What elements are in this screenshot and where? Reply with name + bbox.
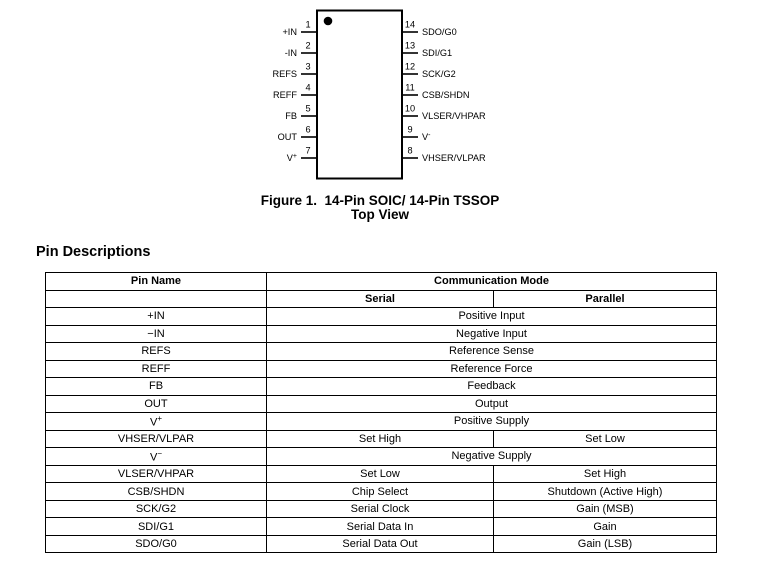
svg-text:13: 13 <box>405 41 415 51</box>
svg-text:SCK/G2: SCK/G2 <box>422 69 456 79</box>
svg-text:6: 6 <box>305 125 310 135</box>
svg-text:9: 9 <box>407 125 412 135</box>
svg-text:CSB/SHDN: CSB/SHDN <box>422 90 469 100</box>
svg-text:10: 10 <box>405 104 415 114</box>
svg-text:12: 12 <box>405 62 415 72</box>
svg-text:VHSER/VLPAR: VHSER/VLPAR <box>422 153 486 163</box>
svg-text:1: 1 <box>305 20 310 30</box>
svg-text:SDI/G1: SDI/G1 <box>422 48 452 58</box>
svg-text:8: 8 <box>407 146 412 156</box>
svg-text:7: 7 <box>305 146 310 156</box>
svg-text:2: 2 <box>305 41 310 51</box>
svg-text:3: 3 <box>305 62 310 72</box>
svg-text:REFS: REFS <box>272 69 297 79</box>
svg-text:+IN: +IN <box>282 27 297 37</box>
svg-text:5: 5 <box>305 104 310 114</box>
svg-text:SDO/G0: SDO/G0 <box>422 27 457 37</box>
svg-text:VLSER/VHPAR: VLSER/VHPAR <box>422 111 486 121</box>
svg-text:REFF: REFF <box>273 90 297 100</box>
svg-text:14: 14 <box>405 20 415 30</box>
svg-text:V+: V+ <box>287 153 297 164</box>
svg-text:V-: V- <box>422 132 431 143</box>
svg-text:11: 11 <box>405 83 415 93</box>
svg-text:OUT: OUT <box>278 132 298 142</box>
svg-text:-IN: -IN <box>285 48 297 58</box>
svg-text:FB: FB <box>285 111 297 121</box>
svg-text:4: 4 <box>305 83 310 93</box>
